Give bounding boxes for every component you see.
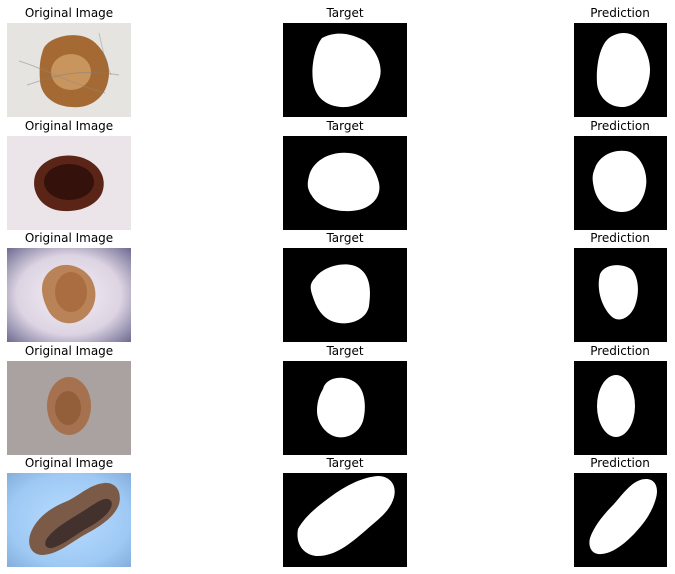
prediction-mask-4 [574,361,667,455]
target-mask-5 [283,473,407,567]
target-mask-2 [283,136,407,230]
original-image-3 [7,248,131,342]
target-title-3: Target [326,231,364,245]
original-image-4 [7,361,131,455]
prediction-title-4: Prediction [590,344,650,358]
target-title-2: Target [326,119,364,133]
original-image-title-3: Original Image [24,231,114,245]
target-title-4: Target [326,344,364,358]
original-image-title-2: Original Image [24,119,114,133]
prediction-mask-5 [574,473,667,567]
original-image-title-5: Original Image [24,456,114,470]
prediction-title-2: Prediction [590,119,650,133]
prediction-title-3: Prediction [590,231,650,245]
prediction-mask-1 [574,23,667,117]
target-title-1: Target [326,6,364,20]
target-title-5: Target [326,456,364,470]
original-image-2 [7,136,131,230]
original-image-1 [7,23,131,117]
prediction-mask-3 [574,248,667,342]
prediction-mask-2 [574,136,667,230]
original-image-title-4: Original Image [24,344,114,358]
prediction-title-1: Prediction [590,6,650,20]
original-image-5 [7,473,131,567]
target-mask-1 [283,23,407,117]
prediction-title-5: Prediction [590,456,650,470]
target-mask-3 [283,248,407,342]
target-mask-4 [283,361,407,455]
original-image-title-1: Original Image [24,6,114,20]
